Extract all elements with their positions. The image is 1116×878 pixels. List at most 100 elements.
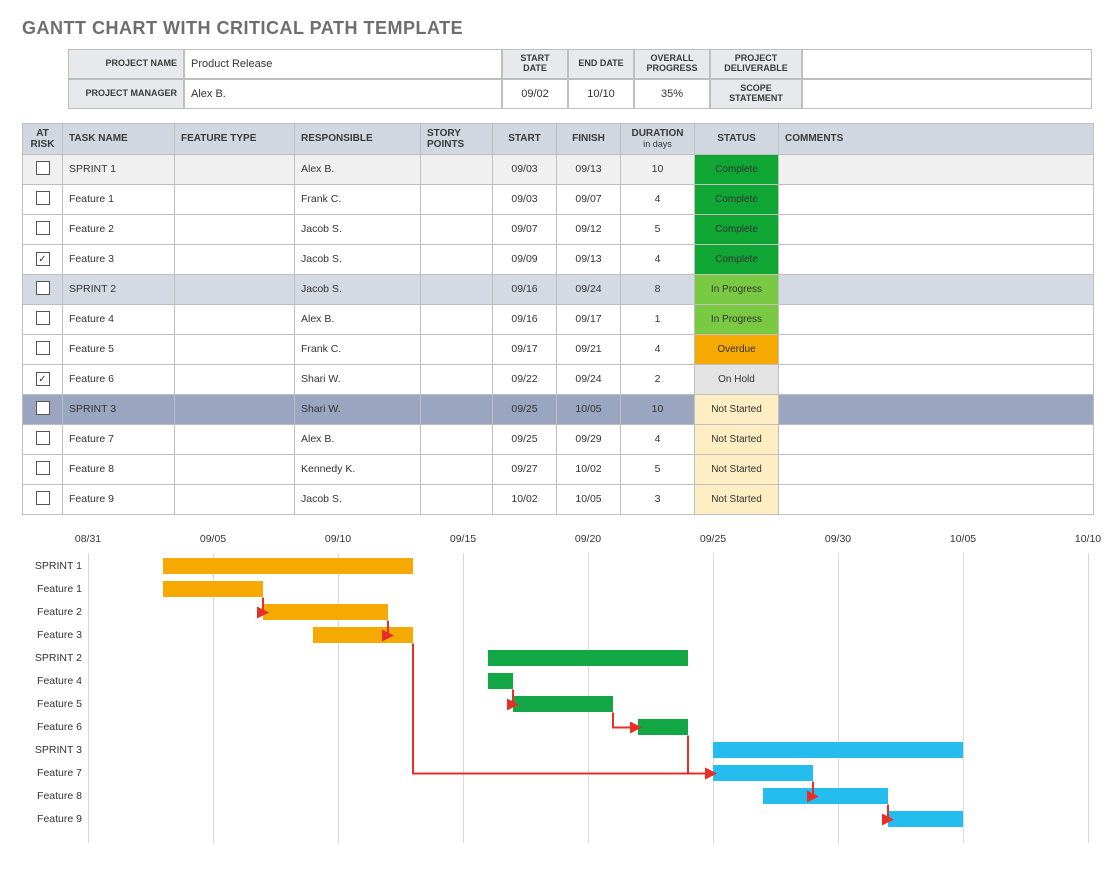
cell-finish: 09/07 xyxy=(557,184,621,214)
at-risk-checkbox[interactable] xyxy=(36,431,50,445)
value-end-date: 10/10 xyxy=(568,79,634,109)
cell-task-name: Feature 1 xyxy=(63,184,175,214)
col-responsible: RESPONSIBLE xyxy=(295,123,421,154)
gantt-row-label: Feature 4 xyxy=(22,670,88,693)
cell-duration: 2 xyxy=(621,364,695,394)
at-risk-checkbox[interactable] xyxy=(36,401,50,415)
cell-start: 09/09 xyxy=(493,244,557,274)
cell-responsible: Jacob S. xyxy=(295,274,421,304)
col-finish: FINISH xyxy=(557,123,621,154)
cell-task-name: SPRINT 3 xyxy=(63,394,175,424)
cell-start: 09/16 xyxy=(493,304,557,334)
cell-status: Complete xyxy=(695,214,779,244)
cell-comments xyxy=(779,454,1094,484)
cell-start: 09/25 xyxy=(493,394,557,424)
cell-start: 09/22 xyxy=(493,364,557,394)
label-scope-statement: SCOPE STATEMENT xyxy=(710,79,802,109)
at-risk-checkbox[interactable] xyxy=(36,461,50,475)
cell-story-points xyxy=(421,304,493,334)
cell-story-points xyxy=(421,214,493,244)
col-story-points: STORY POINTS xyxy=(421,123,493,154)
gantt-bar xyxy=(488,650,688,666)
cell-status: In Progress xyxy=(695,304,779,334)
cell-finish: 09/29 xyxy=(557,424,621,454)
gantt-bar xyxy=(638,719,688,735)
cell-feature-type xyxy=(175,154,295,184)
cell-task-name: Feature 2 xyxy=(63,214,175,244)
cell-finish: 09/12 xyxy=(557,214,621,244)
gantt-chart: SPRINT 1Feature 1Feature 2Feature 3SPRIN… xyxy=(22,533,1096,853)
cell-status: On Hold xyxy=(695,364,779,394)
cell-feature-type xyxy=(175,364,295,394)
cell-responsible: Alex B. xyxy=(295,154,421,184)
cell-task-name: Feature 6 xyxy=(63,364,175,394)
cell-feature-type xyxy=(175,454,295,484)
table-row: Feature 8Kennedy K.09/2710/025Not Starte… xyxy=(23,454,1094,484)
cell-duration: 5 xyxy=(621,214,695,244)
table-row: Feature 7Alex B.09/2509/294Not Started xyxy=(23,424,1094,454)
cell-story-points xyxy=(421,184,493,214)
label-end-date: END DATE xyxy=(568,49,634,79)
col-duration: DURATIONin days xyxy=(621,123,695,154)
cell-duration: 3 xyxy=(621,484,695,514)
gantt-bar xyxy=(163,558,413,574)
value-scope-statement xyxy=(802,79,1092,109)
gantt-bar xyxy=(713,765,813,781)
at-risk-checkbox[interactable]: ✓ xyxy=(36,372,50,386)
cell-responsible: Alex B. xyxy=(295,424,421,454)
at-risk-checkbox[interactable] xyxy=(36,341,50,355)
cell-comments xyxy=(779,214,1094,244)
cell-status: Not Started xyxy=(695,424,779,454)
at-risk-checkbox[interactable] xyxy=(36,221,50,235)
cell-status: Complete xyxy=(695,154,779,184)
cell-finish: 10/02 xyxy=(557,454,621,484)
axis-tick: 09/10 xyxy=(325,533,351,545)
cell-responsible: Alex B. xyxy=(295,304,421,334)
cell-status: Not Started xyxy=(695,454,779,484)
cell-task-name: Feature 5 xyxy=(63,334,175,364)
cell-feature-type xyxy=(175,184,295,214)
cell-status: Complete xyxy=(695,244,779,274)
cell-feature-type xyxy=(175,424,295,454)
cell-task-name: SPRINT 2 xyxy=(63,274,175,304)
at-risk-checkbox[interactable]: ✓ xyxy=(36,252,50,266)
cell-status: Overdue xyxy=(695,334,779,364)
cell-finish: 09/24 xyxy=(557,364,621,394)
gantt-row-label: Feature 9 xyxy=(22,808,88,831)
gantt-bar xyxy=(763,788,888,804)
cell-story-points xyxy=(421,484,493,514)
cell-comments xyxy=(779,424,1094,454)
cell-finish: 09/24 xyxy=(557,274,621,304)
at-risk-checkbox[interactable] xyxy=(36,191,50,205)
cell-responsible: Frank C. xyxy=(295,334,421,364)
value-overall-progress: 35% xyxy=(634,79,710,109)
cell-start: 09/25 xyxy=(493,424,557,454)
col-comments: COMMENTS xyxy=(779,123,1094,154)
cell-start: 09/03 xyxy=(493,184,557,214)
cell-comments xyxy=(779,484,1094,514)
cell-status: In Progress xyxy=(695,274,779,304)
axis-tick: 09/20 xyxy=(575,533,601,545)
cell-feature-type xyxy=(175,244,295,274)
value-project-deliverable xyxy=(802,49,1092,79)
gantt-bar xyxy=(313,627,413,643)
gantt-row-label: Feature 3 xyxy=(22,624,88,647)
cell-task-name: SPRINT 1 xyxy=(63,154,175,184)
at-risk-checkbox[interactable] xyxy=(36,281,50,295)
cell-feature-type xyxy=(175,274,295,304)
label-project-name: PROJECT NAME xyxy=(68,49,184,79)
cell-task-name: Feature 7 xyxy=(63,424,175,454)
cell-finish: 10/05 xyxy=(557,484,621,514)
gantt-row-label: Feature 1 xyxy=(22,578,88,601)
cell-duration: 8 xyxy=(621,274,695,304)
axis-tick: 10/10 xyxy=(1075,533,1101,545)
cell-feature-type xyxy=(175,214,295,244)
table-row: Feature 4Alex B.09/1609/171In Progress xyxy=(23,304,1094,334)
at-risk-checkbox[interactable] xyxy=(36,311,50,325)
label-project-manager: PROJECT MANAGER xyxy=(68,79,184,109)
at-risk-checkbox[interactable] xyxy=(36,491,50,505)
cell-comments xyxy=(779,334,1094,364)
at-risk-checkbox[interactable] xyxy=(36,161,50,175)
cell-story-points xyxy=(421,154,493,184)
gantt-row-label: Feature 2 xyxy=(22,601,88,624)
